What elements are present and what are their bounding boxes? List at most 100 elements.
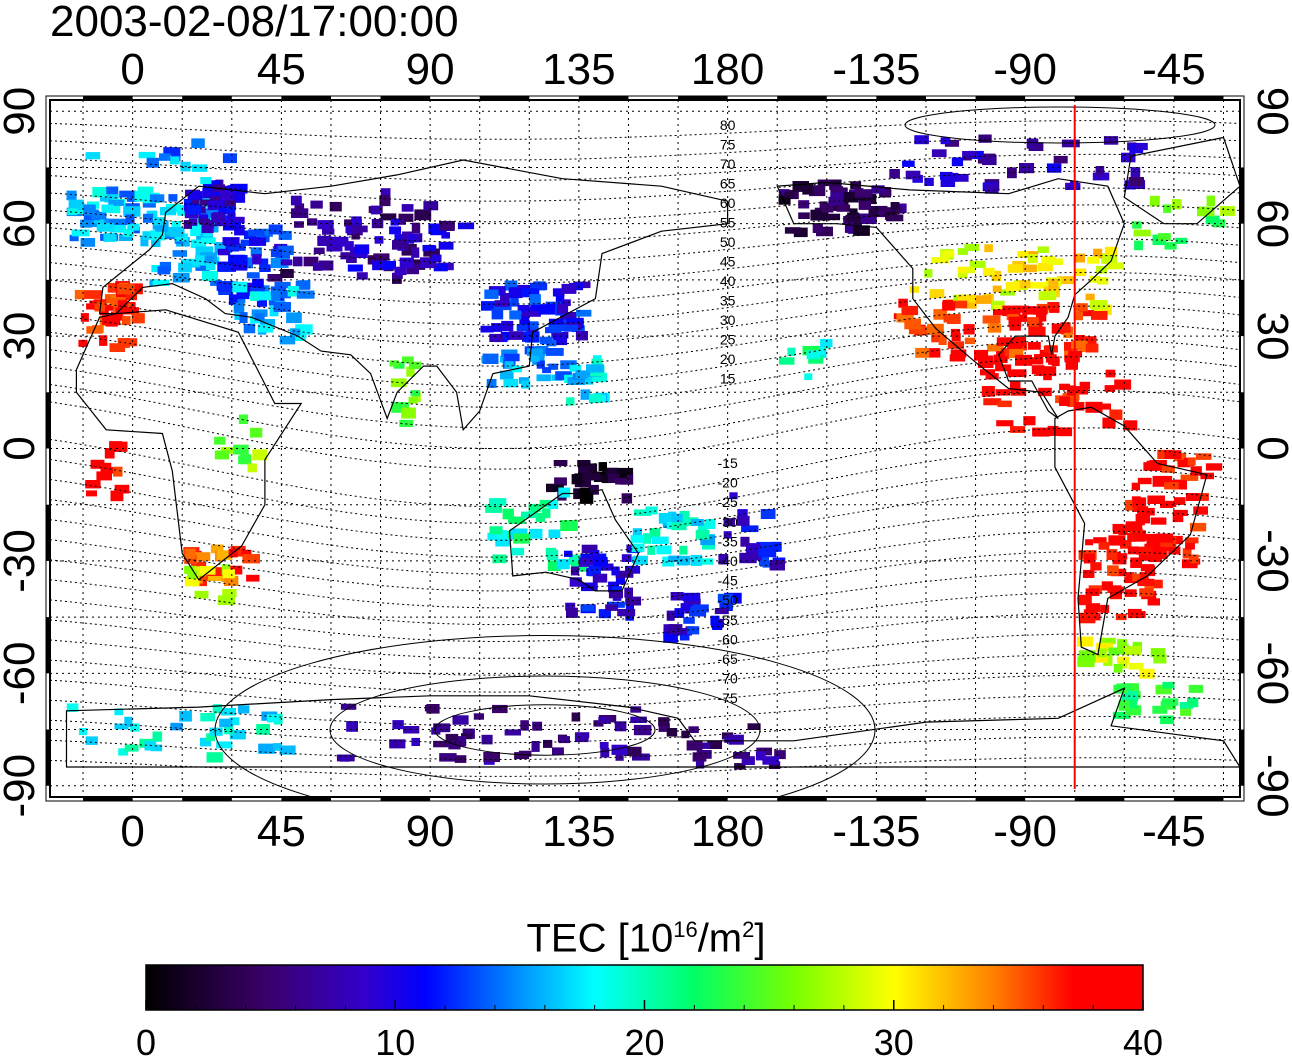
contour-line	[50, 137, 1240, 161]
tec-cell	[931, 334, 943, 343]
tec-cell	[983, 398, 1002, 406]
tec-cell	[380, 213, 397, 221]
tec-cell	[204, 256, 214, 264]
tec-cell	[745, 543, 761, 554]
tec-cell	[656, 545, 672, 555]
tec-cell	[96, 471, 112, 481]
tec-cell	[108, 203, 121, 214]
tec-cell	[607, 473, 620, 483]
tec-cell	[632, 528, 642, 539]
tec-cell	[516, 324, 528, 332]
bottom-lon-tick-label: -45	[1142, 807, 1206, 856]
tec-cell	[78, 339, 88, 347]
contour-labels: 80 75 70 65 60 55 50 45 40 35 30 25 20 15 -15 -20 -25 -30…	[718, 117, 738, 706]
tec-cell	[615, 478, 627, 485]
tec-cell	[501, 349, 518, 358]
tec-cell	[561, 299, 571, 306]
tec-cell	[1172, 512, 1184, 523]
tec-cell	[274, 281, 291, 289]
tec-cell	[692, 604, 709, 613]
tec-cell	[1090, 562, 1102, 571]
contour-line	[50, 489, 1240, 558]
tec-cell	[621, 493, 633, 504]
tec-cell	[115, 307, 133, 315]
tec-cell	[183, 220, 192, 229]
tec-cell	[798, 212, 810, 219]
tec-cell	[974, 349, 989, 361]
tec-cell	[191, 138, 205, 148]
tec-cell	[205, 263, 216, 271]
tec-cell	[1038, 291, 1057, 301]
frame-segment	[380, 797, 431, 801]
tec-cell	[428, 223, 443, 234]
tec-cell	[329, 201, 342, 212]
tec-cell	[924, 269, 933, 278]
tec-cell	[707, 740, 722, 749]
tec-cell	[374, 236, 384, 244]
colorbar-ticks: 0 10 20 30 40	[136, 1000, 1163, 1057]
tec-cell	[812, 223, 823, 233]
tec-cell	[598, 609, 611, 619]
tec-cell	[224, 222, 241, 231]
tec-cell	[130, 723, 140, 732]
tec-cell	[1026, 138, 1039, 149]
contour-line	[50, 757, 1240, 777]
tec-cell	[179, 710, 192, 722]
tec-cell	[123, 229, 134, 237]
tec-cell	[1043, 373, 1052, 381]
tec-cell	[123, 338, 138, 347]
tec-cell	[488, 498, 507, 506]
tec-cell	[127, 223, 140, 231]
tec-cell	[555, 295, 565, 303]
contour-label: -20	[718, 475, 738, 491]
tec-cell	[666, 728, 678, 737]
tec-cell	[552, 747, 564, 755]
tec-cell	[411, 247, 420, 258]
tec-cell	[270, 257, 289, 269]
tec-cell	[1073, 402, 1085, 411]
frame-segment	[182, 96, 232, 100]
frame-segment	[1074, 96, 1125, 100]
tec-cell	[1017, 251, 1035, 258]
frame-segment	[380, 96, 431, 100]
tec-cell	[569, 577, 582, 587]
tec-cell	[1053, 155, 1068, 164]
tec-cell	[555, 479, 567, 486]
tec-cell	[495, 538, 511, 547]
tec-cell	[1022, 306, 1036, 315]
tec-cell	[190, 561, 207, 568]
tec-cell	[347, 264, 363, 272]
tec-cell	[914, 135, 929, 145]
tec-cell	[577, 460, 591, 467]
contour-label: 20	[720, 351, 736, 367]
tec-cell	[1205, 463, 1223, 471]
bottom-lon-tick-label: 180	[691, 807, 764, 856]
tec-cell	[588, 565, 601, 577]
tec-cell	[734, 763, 746, 770]
tec-cell	[625, 601, 634, 611]
contour-label: -50	[718, 592, 738, 608]
tec-cell	[236, 289, 250, 300]
tec-cell	[172, 250, 187, 257]
tec-cell	[110, 223, 127, 233]
tec-cell	[1084, 336, 1097, 347]
tec-cell	[110, 490, 124, 502]
tec-cell	[712, 622, 723, 630]
tec-cell	[580, 389, 591, 400]
tec-cell	[532, 721, 543, 731]
right-lat-tick-label: -60	[1248, 642, 1292, 706]
tec-cell	[90, 459, 105, 469]
tec-cell	[1144, 583, 1154, 593]
tec-cell	[1200, 472, 1214, 480]
frame-segment	[975, 96, 1026, 100]
tec-cell	[599, 742, 609, 749]
tec-cell	[146, 157, 159, 168]
tec-cell	[1051, 323, 1065, 334]
contour-ring	[214, 635, 876, 797]
left-lat-tick-label: -60	[0, 642, 44, 706]
tec-cell	[80, 313, 89, 322]
tec-cell	[530, 300, 540, 311]
tec-cell	[810, 209, 828, 221]
tec-data-cells	[66, 134, 1236, 770]
tec-cell	[679, 510, 690, 520]
